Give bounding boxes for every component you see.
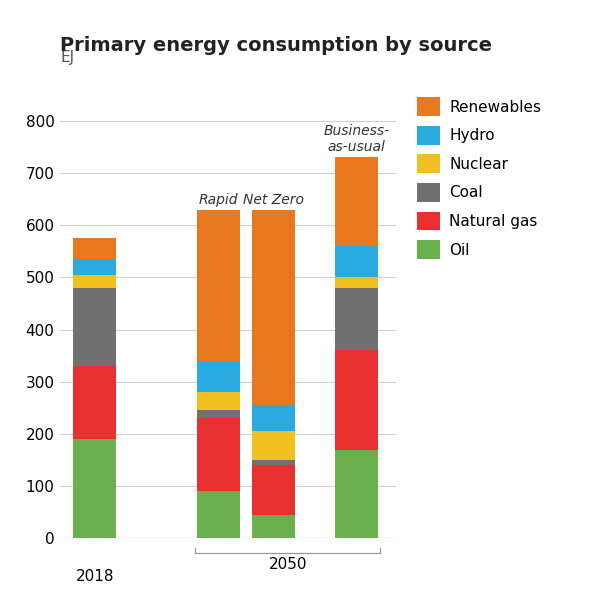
Bar xyxy=(253,515,295,538)
Bar xyxy=(335,277,378,288)
Text: Business-
as-usual: Business- as-usual xyxy=(323,124,389,154)
Bar xyxy=(253,465,295,515)
Bar xyxy=(335,288,378,350)
Bar xyxy=(197,410,241,418)
Text: 2018: 2018 xyxy=(76,569,114,584)
Text: Net Zero: Net Zero xyxy=(244,193,304,206)
Bar xyxy=(73,366,116,439)
Bar xyxy=(335,450,378,538)
Bar xyxy=(73,439,116,538)
Bar xyxy=(73,259,116,275)
Bar xyxy=(197,361,241,392)
Bar xyxy=(197,492,241,538)
Bar xyxy=(197,418,241,492)
Bar xyxy=(197,210,241,361)
Bar xyxy=(335,157,378,246)
Bar xyxy=(197,392,241,410)
Text: Primary energy consumption by source: Primary energy consumption by source xyxy=(60,36,492,55)
Bar xyxy=(73,288,116,366)
Bar xyxy=(335,246,378,277)
Text: EJ: EJ xyxy=(60,50,74,65)
Bar xyxy=(73,239,116,259)
Bar xyxy=(253,405,295,431)
Text: Rapid: Rapid xyxy=(199,193,239,206)
Bar xyxy=(253,431,295,460)
Bar xyxy=(253,460,295,465)
Bar xyxy=(335,350,378,450)
Text: 2050: 2050 xyxy=(268,557,307,572)
Legend: Renewables, Hydro, Nuclear, Coal, Natural gas, Oil: Renewables, Hydro, Nuclear, Coal, Natura… xyxy=(417,97,541,259)
Bar xyxy=(253,210,295,405)
Bar xyxy=(73,275,116,288)
